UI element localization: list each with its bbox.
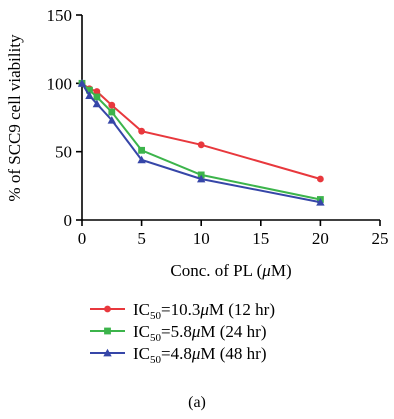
y-tick-label: 100 bbox=[47, 74, 73, 93]
data-point bbox=[108, 108, 116, 116]
data-point bbox=[107, 116, 116, 124]
data-point bbox=[138, 127, 146, 135]
legend-marker bbox=[104, 327, 111, 335]
legend-entry-1: IC50=10.3μM (12 hr) bbox=[90, 300, 275, 322]
series-line bbox=[81, 82, 321, 180]
data-point bbox=[138, 146, 145, 154]
data-point bbox=[316, 198, 325, 206]
x-label-prefix: Conc. of PL ( bbox=[170, 261, 262, 280]
legend-entry-2: IC50=5.8μM (24 hr) bbox=[90, 322, 267, 344]
series-3 bbox=[77, 79, 325, 206]
x-tick-label: 0 bbox=[78, 229, 87, 248]
data-point bbox=[93, 93, 101, 101]
legend-entry-3: IC50=4.8μM (48 hr) bbox=[90, 344, 267, 366]
data-point bbox=[92, 99, 102, 108]
y-tick-label: 50 bbox=[55, 143, 72, 162]
legend-label: IC50=10.3μM (12 hr) bbox=[133, 300, 275, 322]
legend-label: IC50=4.8μM (48 hr) bbox=[133, 344, 267, 366]
data-point bbox=[137, 155, 146, 164]
x-axis-label: Conc. of PL (μM) bbox=[170, 261, 291, 280]
data-point bbox=[77, 79, 87, 87]
y-tick-label: 150 bbox=[47, 6, 73, 25]
legend-marker bbox=[104, 305, 111, 313]
x-label-suffix: M) bbox=[271, 261, 292, 280]
data-point bbox=[93, 88, 101, 95]
legend-marker bbox=[103, 348, 112, 357]
data-point bbox=[197, 141, 205, 149]
x-tick-label: 15 bbox=[252, 229, 269, 248]
x-tick-label: 5 bbox=[137, 229, 146, 248]
x-tick-label: 10 bbox=[193, 229, 210, 248]
legend-label: IC50=5.8μM (24 hr) bbox=[133, 322, 267, 344]
series-2 bbox=[78, 79, 324, 203]
legend: IC50=10.3μM (12 hr)IC50=5.8μM (24 hr)IC5… bbox=[90, 300, 275, 366]
data-point bbox=[317, 175, 324, 183]
x-tick-label: 20 bbox=[312, 229, 329, 248]
series-1 bbox=[78, 79, 324, 183]
data-point bbox=[197, 174, 206, 183]
data-point bbox=[85, 91, 94, 99]
series-layer bbox=[77, 79, 325, 206]
y-axis-label: % of SCC9 cell viability bbox=[5, 34, 24, 202]
panel-label: (a) bbox=[188, 394, 206, 411]
axes: 0 50 100 150 0 5 10 15 20 25 bbox=[47, 6, 389, 248]
x-label-mu: μ bbox=[261, 261, 271, 280]
y-tick-label: 0 bbox=[64, 211, 73, 230]
data-point bbox=[108, 101, 116, 109]
data-point bbox=[86, 86, 93, 94]
x-tick-label: 25 bbox=[372, 229, 389, 248]
